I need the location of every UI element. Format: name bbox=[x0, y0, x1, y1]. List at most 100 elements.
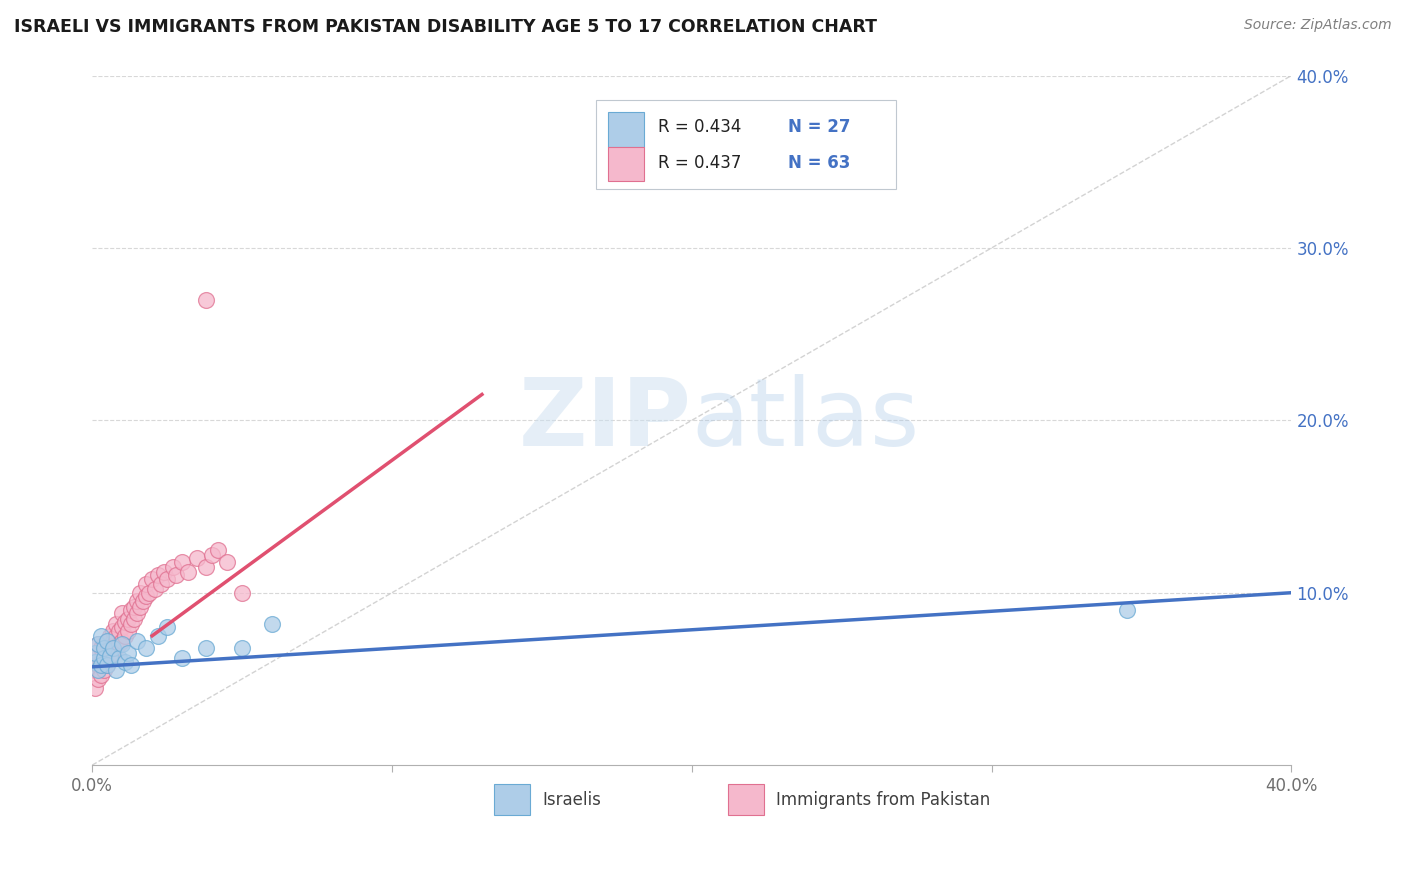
Point bbox=[111, 637, 134, 651]
Point bbox=[1115, 603, 1137, 617]
Point bbox=[195, 640, 218, 655]
Text: R = 0.437: R = 0.437 bbox=[658, 154, 741, 172]
Point bbox=[165, 568, 187, 582]
Point bbox=[135, 640, 157, 655]
Text: N = 27: N = 27 bbox=[787, 119, 851, 136]
Point bbox=[146, 629, 169, 643]
Point bbox=[127, 594, 149, 608]
Point bbox=[231, 585, 253, 599]
Point bbox=[207, 542, 229, 557]
Point bbox=[105, 616, 128, 631]
Point bbox=[84, 663, 107, 677]
Point bbox=[156, 620, 179, 634]
Point bbox=[96, 634, 118, 648]
Point bbox=[108, 637, 131, 651]
Point bbox=[217, 555, 239, 569]
Point bbox=[146, 568, 169, 582]
Text: Source: ZipAtlas.com: Source: ZipAtlas.com bbox=[1244, 18, 1392, 32]
Point bbox=[96, 646, 118, 660]
Point bbox=[87, 637, 110, 651]
Point bbox=[231, 640, 253, 655]
Point bbox=[117, 624, 139, 638]
Point bbox=[108, 624, 131, 638]
Point bbox=[114, 615, 136, 629]
Point bbox=[96, 634, 118, 648]
Point bbox=[120, 603, 142, 617]
Point bbox=[105, 640, 128, 655]
Point bbox=[108, 651, 131, 665]
Point bbox=[98, 651, 121, 665]
Point bbox=[114, 629, 136, 643]
Point bbox=[87, 663, 110, 677]
Point bbox=[93, 651, 115, 665]
Point bbox=[96, 658, 118, 673]
Point bbox=[129, 599, 152, 614]
Point bbox=[195, 293, 218, 307]
Point bbox=[90, 668, 112, 682]
Point bbox=[129, 585, 152, 599]
Point bbox=[172, 555, 194, 569]
Point bbox=[87, 646, 110, 660]
Point bbox=[93, 637, 115, 651]
Point bbox=[84, 681, 107, 695]
Point bbox=[101, 646, 124, 660]
Point bbox=[101, 624, 124, 638]
Point bbox=[201, 548, 224, 562]
Point bbox=[156, 572, 179, 586]
Point bbox=[98, 649, 121, 664]
Point bbox=[114, 655, 136, 669]
Point bbox=[143, 582, 166, 597]
Point bbox=[186, 551, 208, 566]
Point bbox=[141, 572, 163, 586]
Text: atlas: atlas bbox=[692, 375, 920, 467]
Point bbox=[84, 646, 107, 660]
Text: R = 0.434: R = 0.434 bbox=[658, 119, 741, 136]
Point bbox=[111, 634, 134, 648]
Bar bbox=[607, 112, 644, 146]
Point bbox=[93, 663, 115, 677]
Text: ZIP: ZIP bbox=[519, 375, 692, 467]
Point bbox=[84, 655, 107, 669]
Point bbox=[162, 559, 184, 574]
Point bbox=[87, 672, 110, 686]
Point bbox=[90, 629, 112, 643]
Point bbox=[98, 629, 121, 643]
FancyBboxPatch shape bbox=[596, 100, 896, 189]
Point bbox=[93, 651, 115, 665]
Text: N = 63: N = 63 bbox=[787, 154, 851, 172]
Point bbox=[105, 663, 128, 677]
Text: Israelis: Israelis bbox=[541, 790, 600, 808]
Point bbox=[111, 620, 134, 634]
Point bbox=[117, 646, 139, 660]
Point bbox=[150, 577, 173, 591]
Point bbox=[101, 634, 124, 648]
Point bbox=[90, 640, 112, 655]
Point bbox=[172, 651, 194, 665]
Bar bbox=[494, 784, 530, 814]
Point bbox=[135, 589, 157, 603]
Text: Immigrants from Pakistan: Immigrants from Pakistan bbox=[776, 790, 990, 808]
Point bbox=[177, 565, 200, 579]
Point bbox=[117, 611, 139, 625]
Point bbox=[84, 655, 107, 669]
Point bbox=[87, 637, 110, 651]
Point bbox=[98, 640, 121, 655]
Point bbox=[127, 634, 149, 648]
Point bbox=[96, 658, 118, 673]
Point bbox=[120, 616, 142, 631]
Point bbox=[120, 658, 142, 673]
Point bbox=[132, 594, 155, 608]
Point bbox=[122, 611, 145, 625]
Bar bbox=[728, 784, 763, 814]
Point bbox=[138, 585, 160, 599]
Point bbox=[93, 640, 115, 655]
Point bbox=[101, 640, 124, 655]
Point bbox=[90, 658, 112, 673]
Point bbox=[195, 559, 218, 574]
Text: ISRAELI VS IMMIGRANTS FROM PAKISTAN DISABILITY AGE 5 TO 17 CORRELATION CHART: ISRAELI VS IMMIGRANTS FROM PAKISTAN DISA… bbox=[14, 18, 877, 36]
Point bbox=[127, 607, 149, 621]
Point bbox=[111, 607, 134, 621]
Bar bbox=[607, 146, 644, 181]
Point bbox=[122, 599, 145, 614]
Point bbox=[105, 629, 128, 643]
